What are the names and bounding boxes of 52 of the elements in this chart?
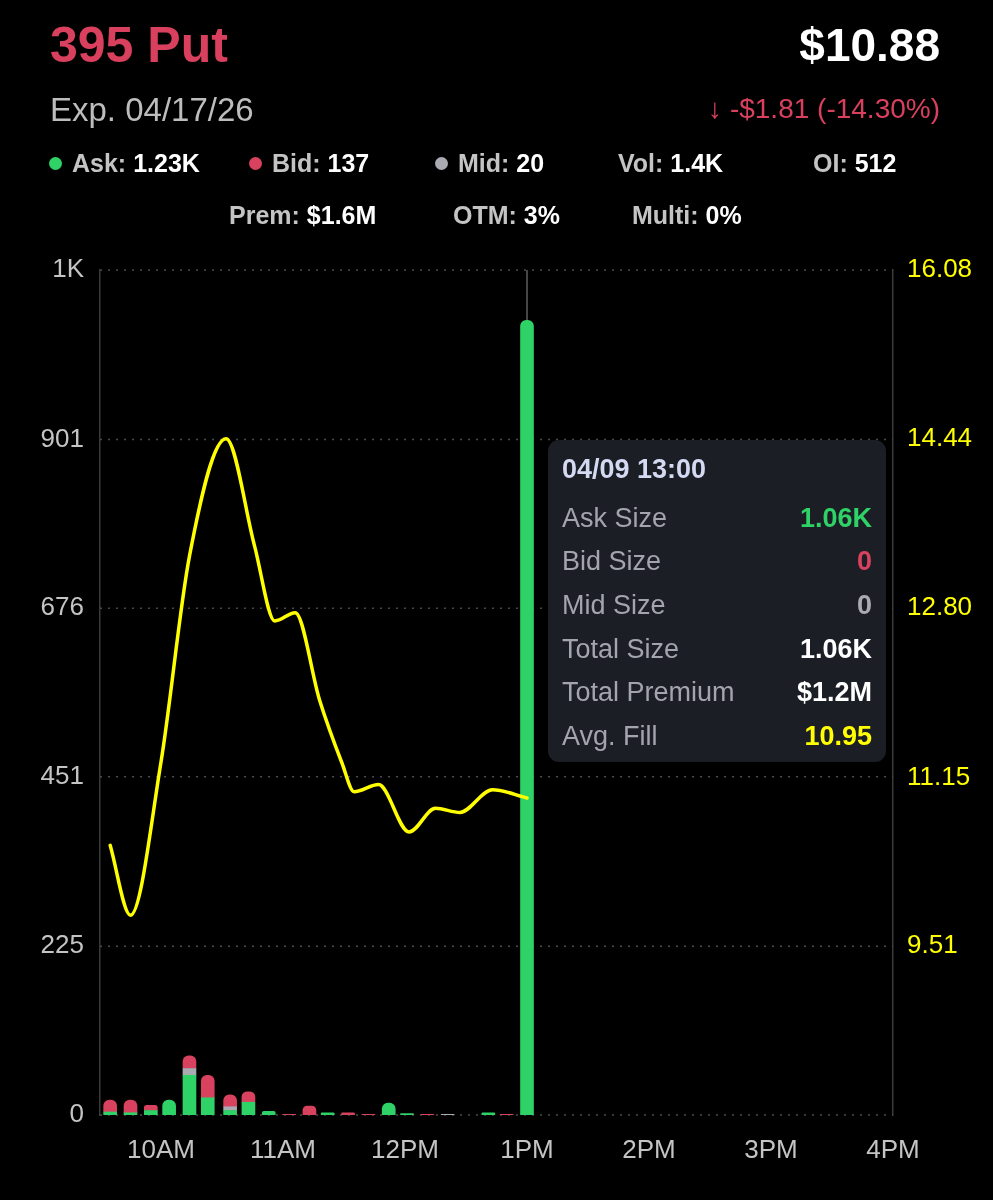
y-tick-label: 676 [40, 591, 84, 622]
x-tick-label: 1PM [500, 1133, 554, 1164]
y2-tick-label: 14.44 [907, 421, 973, 452]
y-tick-label: 225 [40, 929, 84, 960]
bar [144, 1110, 158, 1115]
text: $10.88 [799, 19, 940, 72]
x-tick-label: 3PM [744, 1133, 798, 1164]
y2-tick-label: 12.80 [907, 590, 973, 621]
bar [223, 1106, 237, 1111]
text: ↓ -$1.81 (-14.30%) [708, 93, 940, 125]
x-tick-label: 12PM [371, 1133, 439, 1164]
x-tick-label: 2PM [622, 1133, 676, 1164]
bar [223, 1110, 237, 1115]
annotation: $1.2M [796, 677, 872, 708]
x-tick-label: 4PM [866, 1133, 920, 1164]
text: Multi: 0% [632, 200, 742, 229]
annotation: Mid Size [562, 589, 666, 620]
chart-subtitle: Exp. 04/17/26 [50, 90, 254, 128]
bar [182, 1068, 197, 1076]
annotation: Total Size [562, 633, 680, 664]
x-tick-label: 11AM [250, 1133, 316, 1164]
annotation: 0 [856, 546, 872, 577]
y-tick-label: 901 [40, 422, 84, 453]
y-tick-label: 1K [52, 253, 85, 284]
annotation: 04/09 13:00 [562, 453, 707, 484]
chart-title: 395 Put [50, 16, 228, 73]
bar [241, 1101, 256, 1115]
text: Mid: 20 [458, 148, 545, 177]
bar [200, 1097, 215, 1115]
annotation: Bid Size [562, 546, 662, 577]
annotation: 0 [856, 589, 872, 620]
text: OTM: 3% [453, 200, 560, 229]
y-tick-label: 0 [69, 1098, 84, 1129]
text: Bid: 137 [272, 148, 370, 177]
annotation: 10.95 [804, 720, 872, 751]
annotation: 1.06K [799, 633, 872, 664]
y-tick-label: 451 [40, 760, 84, 791]
x-tick-label: 10AM [127, 1133, 195, 1164]
text: Ask: 1.23K [72, 148, 200, 177]
text: Vol: 1.4K [618, 148, 724, 177]
bar [182, 1074, 197, 1115]
text: OI: 512 [813, 148, 897, 177]
y2-tick-label: 9.51 [907, 929, 958, 960]
annotation: 1.06K [799, 502, 872, 533]
annotation: Ask Size [562, 502, 668, 533]
y2-tick-label: 11.15 [907, 760, 971, 791]
text: Prem: $1.6M [229, 200, 377, 229]
annotation: Avg. Fill [562, 720, 658, 751]
bar [103, 1111, 117, 1115]
bar [123, 1112, 138, 1115]
annotation: Total Premium [562, 677, 735, 708]
y2-tick-label: 16.08 [907, 253, 973, 284]
